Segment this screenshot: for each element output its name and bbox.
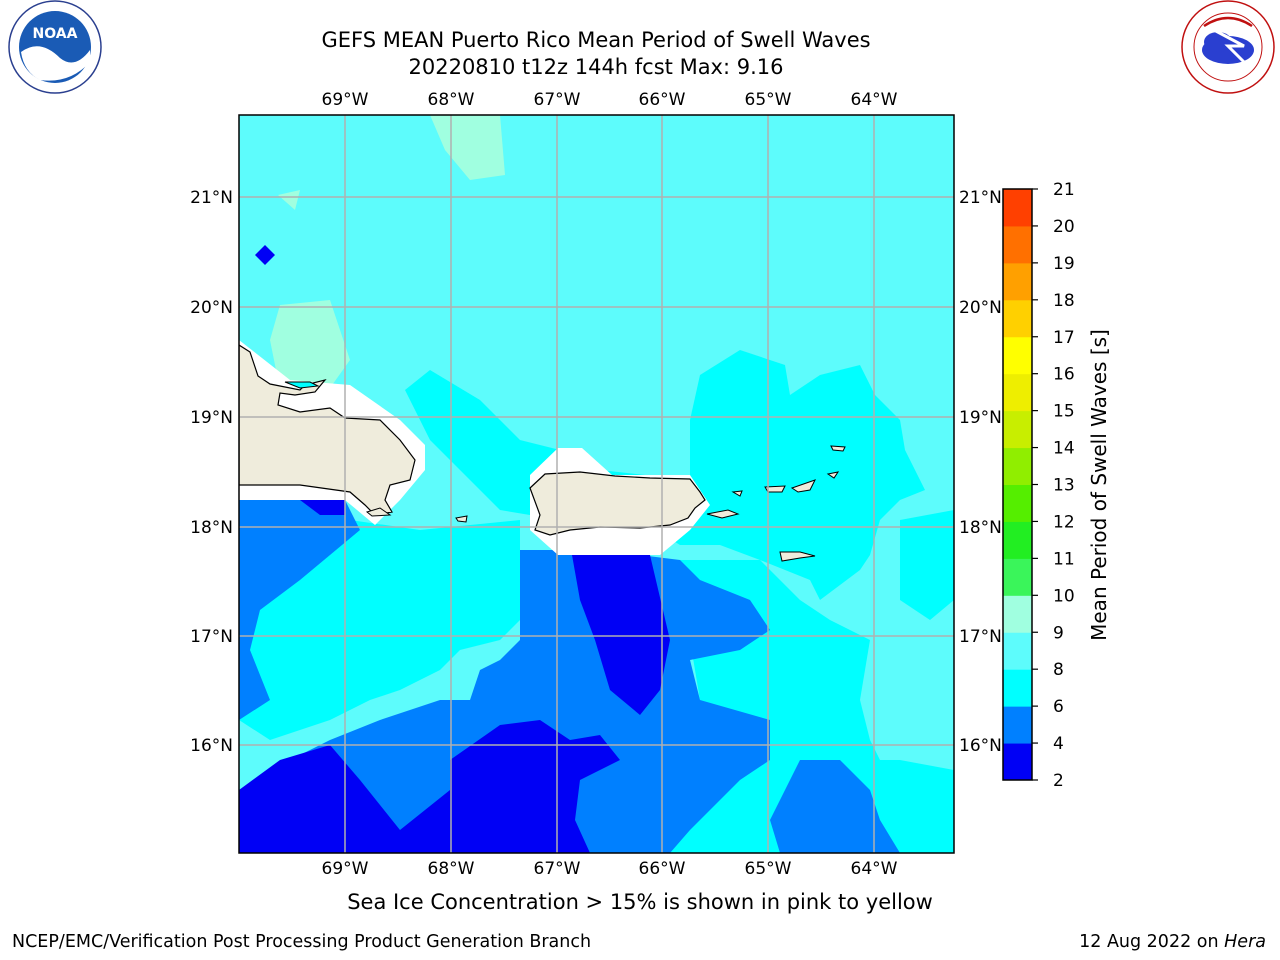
colorbar-tick-label: 9	[1053, 623, 1064, 643]
lon-tick-label: 66°W	[639, 859, 686, 879]
colorbar-tick-label: 4	[1053, 734, 1064, 754]
colorbar-tick-label: 8	[1053, 660, 1064, 680]
anegada-island	[830, 445, 846, 452]
colorbar-tick-label: 20	[1053, 217, 1075, 237]
st-croix-island	[779, 551, 816, 562]
colorbar-segment	[1003, 632, 1032, 670]
colorbar-segment	[1003, 706, 1032, 744]
noaa-logo: NOAA	[8, 0, 102, 94]
colorbar-segment	[1003, 521, 1032, 559]
colorbar-segment	[1003, 669, 1032, 707]
period-band-6-8	[900, 510, 954, 620]
lon-tick-label: 67°W	[534, 859, 581, 879]
lon-tick-label: 68°W	[428, 90, 475, 110]
lat-tick-label: 19°N	[959, 408, 1002, 428]
period-band-4-6	[770, 760, 900, 853]
period-band-2-4	[239, 720, 620, 853]
lon-labels-bottom: 69°W 68°W 67°W 66°W 65°W 64°W	[322, 859, 898, 879]
lat-tick-label: 21°N	[190, 188, 233, 208]
colorbar-tick-label: 15	[1053, 402, 1075, 422]
mona-island	[455, 515, 468, 523]
colorbar-label: Mean Period of Swell Waves [s]	[1087, 329, 1111, 641]
period-band-2-4	[572, 555, 670, 715]
colorbar-tick-label: 16	[1053, 365, 1075, 385]
lon-tick-label: 65°W	[745, 859, 792, 879]
footer-date-text: 12 Aug 2022 on	[1079, 932, 1225, 952]
colorbar-segment	[1003, 189, 1032, 227]
colorbar-tick-label: 21	[1053, 180, 1075, 200]
lat-tick-label: 20°N	[959, 298, 1002, 318]
colorbar-tick-label: 10	[1053, 586, 1075, 606]
map-grid	[239, 115, 954, 853]
footer-credit: NCEP/EMC/Verification Post Processing Pr…	[12, 932, 592, 952]
map-frame	[238, 114, 955, 854]
colorbar-tick-label: 18	[1053, 291, 1075, 311]
lat-tick-label: 19°N	[190, 408, 233, 428]
colorbar-tick-label: 12	[1053, 512, 1075, 532]
title-line-1: GEFS MEAN Puerto Rico Mean Period of Swe…	[321, 28, 871, 52]
st-thomas-island	[764, 485, 786, 493]
lon-tick-label: 69°W	[322, 859, 369, 879]
st-john-island	[790, 479, 816, 493]
colorbar-tick-label: 6	[1053, 697, 1064, 717]
culebra-island	[731, 490, 743, 497]
title-line-2: 20220810 t12z 144h fcst Max: 9.16	[408, 55, 784, 79]
saona-island	[365, 507, 392, 517]
lon-labels-top: 69°W 68°W 67°W 66°W 65°W 64°W	[322, 90, 898, 110]
colorbar-tick-label: 2	[1053, 771, 1064, 791]
lat-labels-right: 21°N 20°N 19°N 18°N 17°N 16°N	[959, 188, 1002, 756]
colorbar-segment	[1003, 743, 1032, 781]
colorbar-segment	[1003, 410, 1032, 449]
period-band-9-10	[430, 115, 505, 180]
period-band-9-10	[270, 300, 350, 395]
colorbar-tick-label: 19	[1053, 254, 1075, 274]
colorbar-tick-label: 17	[1053, 328, 1075, 348]
colorbar-segment	[1003, 447, 1032, 485]
period-band-2-4	[255, 245, 275, 265]
period-band-2-4	[300, 500, 345, 515]
virgin-gorda-island	[826, 471, 840, 479]
sea-ice-caption: Sea Ice Concentration > 15% is shown in …	[347, 890, 933, 914]
colorbar-segment	[1003, 558, 1032, 596]
footer-host: Hera	[1224, 932, 1266, 952]
tortuga-island	[284, 381, 320, 389]
lat-tick-label: 16°N	[190, 736, 233, 756]
colorbar-tick-label: 14	[1053, 439, 1075, 459]
vieques-island	[706, 509, 740, 519]
colorbar-segment	[1003, 484, 1032, 522]
colorbar: 2 4 6 8 9 10 11 12 13 14 15 16 17 18 19 20 21	[1002, 180, 1075, 791]
lon-tick-label: 65°W	[745, 90, 792, 110]
lat-tick-label: 18°N	[190, 518, 233, 538]
lon-tick-label: 64°W	[851, 859, 898, 879]
lon-tick-label: 67°W	[534, 90, 581, 110]
lon-tick-label: 68°W	[428, 859, 475, 879]
lat-tick-label: 21°N	[959, 188, 1002, 208]
footer-date: 12 Aug 2022 on Hera	[1079, 932, 1266, 952]
lon-tick-label: 64°W	[851, 90, 898, 110]
colorbar-segment	[1003, 299, 1032, 338]
colorbar-segment	[1003, 336, 1032, 375]
lat-tick-label: 16°N	[959, 736, 1002, 756]
colorbar-tick-label: 11	[1053, 549, 1075, 569]
period-band-6-8	[405, 350, 925, 600]
colorbar-segment	[1003, 262, 1032, 301]
lat-tick-label: 17°N	[959, 627, 1002, 647]
lat-tick-label: 20°N	[190, 298, 233, 318]
lat-tick-label: 18°N	[959, 518, 1002, 538]
swell-period-field	[239, 115, 954, 853]
colorbar-segment	[1003, 225, 1032, 264]
lon-tick-label: 66°W	[639, 90, 686, 110]
lat-tick-label: 17°N	[190, 627, 233, 647]
period-band-4-6	[239, 500, 360, 720]
colorbar-segment	[1003, 373, 1032, 412]
period-band-9-10	[278, 190, 300, 210]
noaa-logo-text: NOAA	[33, 26, 78, 42]
colorbar-segment	[1003, 595, 1032, 633]
lon-tick-label: 69°W	[322, 90, 369, 110]
colorbar-tick-label: 13	[1053, 476, 1075, 496]
nws-logo	[1181, 0, 1275, 94]
lat-labels-left: 21°N 20°N 19°N 18°N 17°N 16°N	[190, 188, 233, 756]
